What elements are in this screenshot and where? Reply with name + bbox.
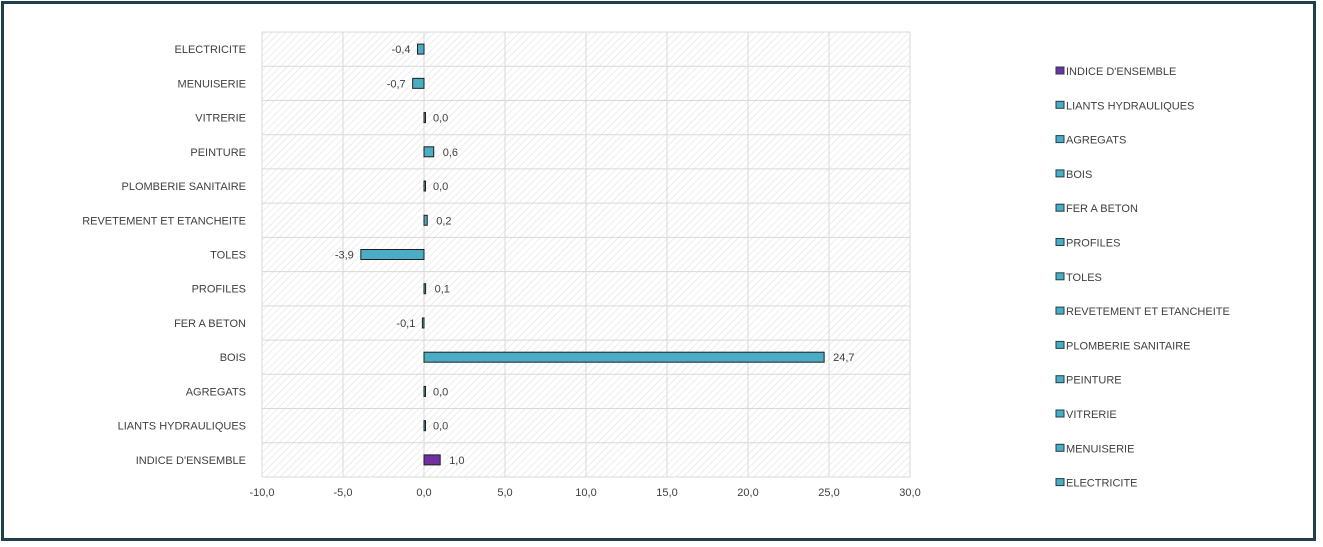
data-label-peinture: 0,6: [443, 147, 458, 159]
legend-swatch-electricite: [1055, 478, 1065, 487]
data-label-liants-hydrauliques: 0,0: [433, 421, 448, 433]
category-label-plomberie-sanitaire: PLOMBERIE SANITAIRE: [122, 181, 247, 193]
x-tick-label: 25,0: [818, 487, 839, 499]
category-label-revetement-et-etancheite: REVETEMENT ET ETANCHEITE: [82, 215, 246, 227]
bars: [360, 43, 825, 466]
bar-plomberie-sanitaire: [423, 180, 426, 192]
x-tick-label: 20,0: [737, 487, 758, 499]
bar-fer-a-beton: [421, 317, 425, 329]
legend-swatch-bois: [1055, 169, 1065, 178]
category-label-bois: BOIS: [220, 352, 246, 364]
legend-label-menuiserie: MENUISERIE: [1066, 443, 1134, 455]
x-tick-label: 5,0: [497, 487, 512, 499]
data-label-electricite: -0,4: [392, 44, 411, 56]
legend: INDICE D'ENSEMBLE LIANTS HYDRAULIQUES AGRE…: [1055, 66, 1230, 490]
legend-label-bois: BOIS: [1066, 169, 1092, 181]
x-tick-label: 15,0: [656, 487, 677, 499]
legend-label-agregats: AGREGATS: [1066, 135, 1126, 147]
category-label-liants-hydrauliques: LIANTS HYDRAULIQUES: [118, 421, 246, 433]
data-label-profiles: 0,1: [435, 284, 450, 296]
category-label-agregats: AGREGATS: [186, 386, 246, 398]
legend-swatch-indice-d-ensemble: [1055, 66, 1065, 75]
legend-swatch-fer-a-beton: [1055, 203, 1065, 212]
bar-profiles: [423, 283, 427, 295]
x-tick-label: -5,0: [334, 487, 353, 499]
legend-swatch-revetement-et-etancheite: [1055, 306, 1065, 315]
category-label-toles: TOLES: [210, 250, 246, 262]
legend-swatch-toles: [1055, 272, 1065, 281]
category-label-peinture: PEINTURE: [190, 147, 246, 159]
legend-swatch-vitrerie: [1055, 409, 1065, 418]
bar-liants-hydrauliques: [423, 420, 426, 432]
legend-swatch-peinture: [1055, 375, 1065, 384]
bar-bois: [423, 351, 825, 363]
category-labels: INDICE D'ENSEMBLE LIANTS HYDRAULIQUES AGRE…: [82, 44, 246, 467]
bar-indice-d-ensemble: [423, 454, 441, 466]
data-label-vitrerie: 0,0: [433, 113, 448, 125]
data-label-bois: 24,7: [833, 352, 854, 364]
legend-label-liants-hydrauliques: LIANTS HYDRAULIQUES: [1066, 100, 1194, 112]
x-tick-label: 0,0: [416, 487, 431, 499]
data-label-indice-d-ensemble: 1,0: [449, 455, 464, 467]
legend-label-electricite: ELECTRICITE: [1066, 478, 1138, 490]
data-label-fer-a-beton: -0,1: [396, 318, 415, 330]
legend-swatch-menuiserie: [1055, 443, 1065, 452]
bar-menuiserie: [412, 77, 425, 89]
data-labels: 1,0 0,0 0,0 24,7 -0,1 0,1 -3,9 0,2 0,0 0,6 0,0 -0,7…: [335, 44, 855, 467]
category-label-menuiserie: MENUISERIE: [178, 78, 246, 90]
legend-swatch-agregats: [1055, 135, 1065, 144]
category-label-profiles: PROFILES: [192, 284, 246, 296]
category-label-vitrerie: VITRERIE: [195, 113, 246, 125]
data-label-plomberie-sanitaire: 0,0: [433, 181, 448, 193]
legend-swatch-plomberie-sanitaire: [1055, 340, 1065, 349]
bar-revetement-et-etancheite: [423, 214, 428, 226]
legend-label-revetement-et-etancheite: REVETEMENT ET ETANCHEITE: [1066, 306, 1230, 318]
x-tick-label: 30,0: [899, 487, 920, 499]
x-tick-label: -10,0: [249, 487, 274, 499]
legend-label-vitrerie: VITRERIE: [1066, 409, 1117, 421]
bar-vitrerie: [423, 112, 426, 124]
data-label-toles: -3,9: [335, 250, 354, 262]
bar-agregats: [423, 385, 426, 397]
legend-swatch-liants-hydrauliques: [1055, 100, 1065, 109]
bar-peinture: [423, 146, 435, 158]
legend-swatch-profiles: [1055, 238, 1065, 246]
data-label-menuiserie: -0,7: [387, 78, 406, 90]
x-axis-ticks: -10,0 -5,0 0,0 5,0 10,0 15,0 20,0 25,0 30,0: [249, 487, 920, 499]
bar-electricite: [417, 43, 425, 55]
bar-toles: [360, 249, 425, 260]
legend-label-fer-a-beton: FER A BETON: [1066, 203, 1138, 215]
data-label-agregats: 0,0: [433, 386, 448, 398]
category-label-fer-a-beton: FER A BETON: [174, 318, 246, 330]
category-label-electricite: ELECTRICITE: [174, 44, 246, 56]
legend-label-peinture: PEINTURE: [1066, 375, 1122, 387]
x-tick-label: 10,0: [575, 487, 596, 499]
legend-label-profiles: PROFILES: [1066, 238, 1120, 250]
data-label-revetement-et-etancheite: 0,2: [436, 215, 451, 227]
category-label-indice-d-ensemble: INDICE D'ENSEMBLE: [136, 455, 246, 467]
legend-label-toles: TOLES: [1066, 272, 1102, 284]
gridlines: [261, 31, 911, 478]
legend-label-indice-d-ensemble: INDICE D'ENSEMBLE: [1066, 66, 1176, 78]
legend-label-plomberie-sanitaire: PLOMBERIE SANITAIRE: [1066, 340, 1191, 352]
